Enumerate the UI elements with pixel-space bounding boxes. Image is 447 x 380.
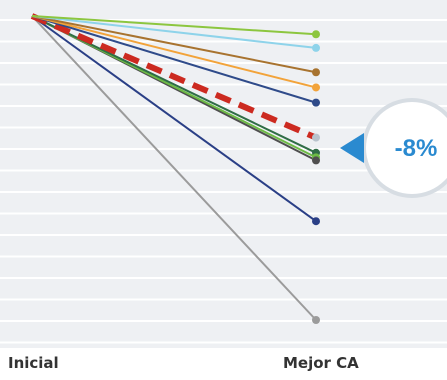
series-end-point-10: [312, 217, 320, 226]
series-line-2: [31, 15, 317, 49]
x-tick-label-end: Mejor CA: [283, 354, 359, 372]
series-end-point-9: [312, 156, 320, 165]
x-tick-label-start: Inicial: [8, 354, 59, 372]
callout-pointer: [340, 133, 364, 163]
series-line-10: [31, 15, 317, 223]
series-end-point-6: [312, 133, 320, 142]
series-line-5: [31, 15, 317, 104]
series-end-point-4: [312, 83, 320, 92]
series-line-6: [30, 13, 318, 141]
callout-bubble: [366, 102, 447, 194]
series-end-point-3: [312, 68, 320, 77]
series-end-point-11: [312, 316, 320, 324]
series-line-4: [31, 15, 317, 89]
series-line-11: [31, 15, 317, 321]
series-line-1: [31, 15, 317, 36]
callout-label: -8%: [395, 135, 438, 162]
series-end-point-5: [312, 98, 320, 107]
series-end-point-2: [312, 43, 320, 52]
series-end-point-1: [312, 30, 320, 39]
series-line-3: [31, 15, 317, 74]
